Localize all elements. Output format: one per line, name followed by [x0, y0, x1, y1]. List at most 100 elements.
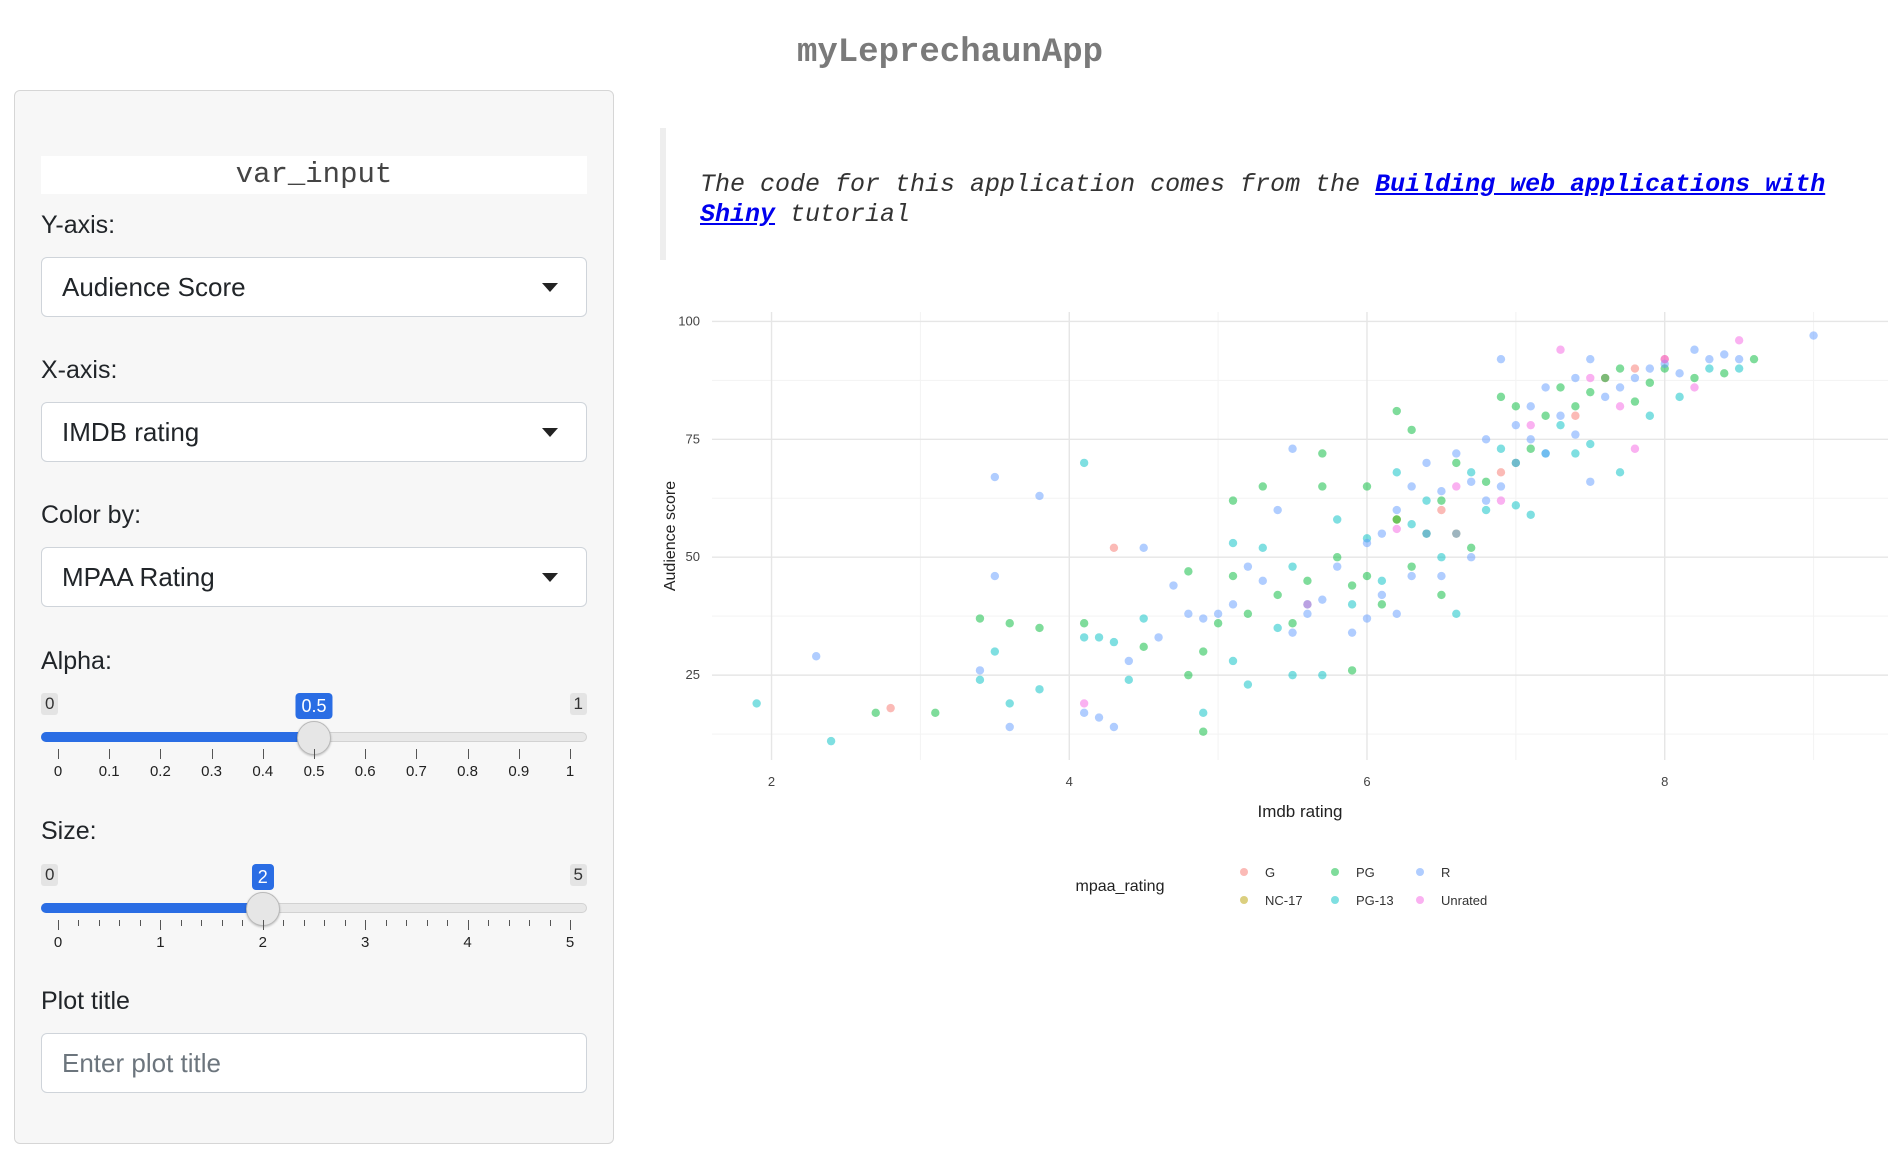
- slider-tick: [570, 920, 571, 930]
- color-by-label: Color by:: [41, 501, 142, 529]
- data-point: [1615, 402, 1625, 411]
- slider-tick-label: 3: [361, 934, 370, 951]
- data-point: [1392, 505, 1401, 515]
- data-point: [1630, 373, 1640, 383]
- slider-tick-label: 0.7: [405, 763, 427, 780]
- data-point: [1154, 633, 1163, 642]
- tutorial-link[interactable]: Building web applications with Shiny: [700, 170, 1826, 229]
- slider-tick: [416, 749, 418, 759]
- x-tick-label: 4: [1066, 774, 1073, 789]
- data-point: [1333, 553, 1342, 562]
- data-point: [1109, 543, 1119, 552]
- data-point: [1690, 373, 1699, 383]
- color-by-select[interactable]: MPAA Rating: [41, 547, 587, 607]
- slider-tick-label: 0: [53, 934, 63, 951]
- alpha-label: Alpha:: [41, 647, 112, 675]
- data-point: [1526, 420, 1535, 430]
- data-point: [1437, 487, 1446, 496]
- alpha-slider[interactable]: 0 1 0.5 0 0.1 0.2 0.3 0.4 0.5 0.6 0.7 0.8 0.9 1: [41, 693, 587, 793]
- data-point: [1035, 491, 1044, 501]
- data-point: [1392, 468, 1401, 477]
- data-point: [1199, 647, 1208, 656]
- slider-tick: [262, 749, 264, 759]
- data-point: [1377, 590, 1387, 600]
- x-tick-label: 6: [1363, 774, 1370, 789]
- data-point: [1630, 397, 1640, 406]
- data-point: [1362, 614, 1372, 623]
- data-point: [1571, 411, 1580, 420]
- slider-tick: [98, 920, 100, 926]
- y-tick-label: 25: [686, 667, 700, 682]
- data-point: [1079, 458, 1089, 468]
- data-point: [1526, 402, 1535, 411]
- data-point: [1243, 680, 1253, 689]
- data-point: [1600, 392, 1610, 402]
- slider-tick-label: 2: [258, 934, 267, 951]
- alpha-value-badge: 0.5: [295, 693, 333, 719]
- legend-key: [1331, 868, 1339, 876]
- data-point: [1407, 482, 1416, 491]
- data-point: [886, 703, 895, 713]
- data-point: [1571, 430, 1580, 439]
- slider-tick: [58, 749, 59, 759]
- data-point: [1571, 449, 1580, 458]
- sidebar-panel: var_input Y-axis: Audience Score X-axis:…: [14, 90, 614, 1144]
- data-point: [1139, 614, 1148, 623]
- data-point: [1511, 458, 1521, 468]
- slider-tick: [119, 920, 121, 926]
- plot-title-input[interactable]: [41, 1033, 587, 1093]
- data-point: [1392, 406, 1401, 416]
- data-point: [1556, 345, 1565, 354]
- data-point: [1496, 354, 1506, 364]
- data-point: [1005, 619, 1014, 628]
- data-point: [1466, 468, 1476, 477]
- data-point: [1734, 364, 1744, 373]
- slider-tick-label: 0.8: [457, 763, 479, 780]
- x-axis-selected: IMDB rating: [62, 417, 200, 447]
- data-point: [1139, 642, 1148, 652]
- data-point: [1199, 614, 1208, 623]
- data-point: [1511, 402, 1521, 411]
- data-point: [1437, 590, 1446, 600]
- data-point: [1452, 609, 1461, 619]
- data-point: [1377, 600, 1387, 609]
- data-point: [1452, 482, 1461, 491]
- data-point: [1556, 420, 1565, 430]
- slider-tick-label: 1: [156, 934, 165, 951]
- y-axis-selected: Audience Score: [62, 272, 246, 302]
- data-point: [1139, 543, 1148, 552]
- data-point: [1541, 449, 1550, 458]
- size-slider[interactable]: 0 5 2 0 1 2 3 4 5: [41, 864, 587, 964]
- data-point: [975, 666, 985, 675]
- y-tick-label: 75: [686, 431, 700, 446]
- slider-tick-label: 1: [565, 763, 575, 780]
- data-point: [1184, 609, 1193, 619]
- x-tick-label: 2: [768, 774, 775, 789]
- y-axis-select[interactable]: Audience Score: [41, 257, 587, 317]
- slider-tick-label: 0.4: [252, 763, 274, 780]
- data-point: [1466, 543, 1476, 552]
- data-point: [1481, 477, 1491, 486]
- data-point: [1333, 562, 1342, 571]
- data-point: [1184, 670, 1193, 680]
- slider-tick-label: 5: [565, 934, 575, 951]
- slider-tick: [365, 749, 367, 759]
- y-axis-label: Audience score: [662, 481, 679, 591]
- data-point: [1734, 354, 1744, 364]
- data-point: [1347, 666, 1357, 675]
- data-point: [1392, 515, 1401, 524]
- data-point: [1496, 392, 1506, 402]
- data-point: [990, 571, 1000, 581]
- x-tick-label: 8: [1661, 774, 1668, 789]
- slider-tick: [365, 920, 367, 930]
- data-point: [1615, 364, 1625, 373]
- slider-tick-label: 0.6: [354, 763, 376, 780]
- slider-tick: [109, 749, 111, 759]
- slider-tick: [180, 920, 182, 926]
- source-note: The code for this application comes from…: [660, 128, 1860, 260]
- data-point: [1586, 354, 1595, 364]
- data-point: [1377, 576, 1387, 585]
- caret-down-icon: [542, 573, 558, 582]
- x-axis-select[interactable]: IMDB rating: [41, 402, 587, 462]
- data-point: [1630, 364, 1640, 373]
